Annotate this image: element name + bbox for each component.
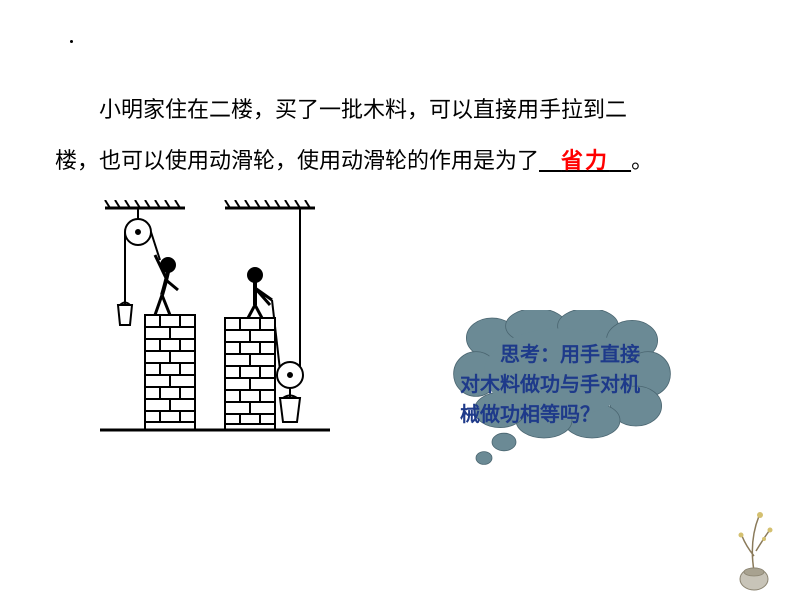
thought-bubble-text: 思考：用手直接 对木料做功与手对机 械做功相等吗？ xyxy=(460,340,670,430)
paragraph-line1: 小明家住在二楼，买了一批木料，可以直接用手拉到二 xyxy=(55,97,627,122)
bullet-dot xyxy=(70,40,73,43)
blank-underline: 省力 xyxy=(539,148,631,173)
paragraph-line2a: 楼，也可以使用动滑轮，使用动滑轮的作用是为了 xyxy=(55,148,539,173)
answer-text: 省力 xyxy=(561,148,609,173)
pulley-diagram xyxy=(100,200,330,440)
paragraph-line2b: 。 xyxy=(631,148,653,173)
bubble-line1: 思考：用手直接 xyxy=(460,340,670,370)
bubble-line3: 械做功相等吗？ xyxy=(460,400,670,430)
main-paragraph: 小明家住在二楼，买了一批木料，可以直接用手拉到二 楼，也可以使用动滑轮，使用动滑… xyxy=(55,85,739,186)
corner-decoration xyxy=(724,501,784,591)
bubble-line2: 对木料做功与手对机 xyxy=(460,370,670,400)
